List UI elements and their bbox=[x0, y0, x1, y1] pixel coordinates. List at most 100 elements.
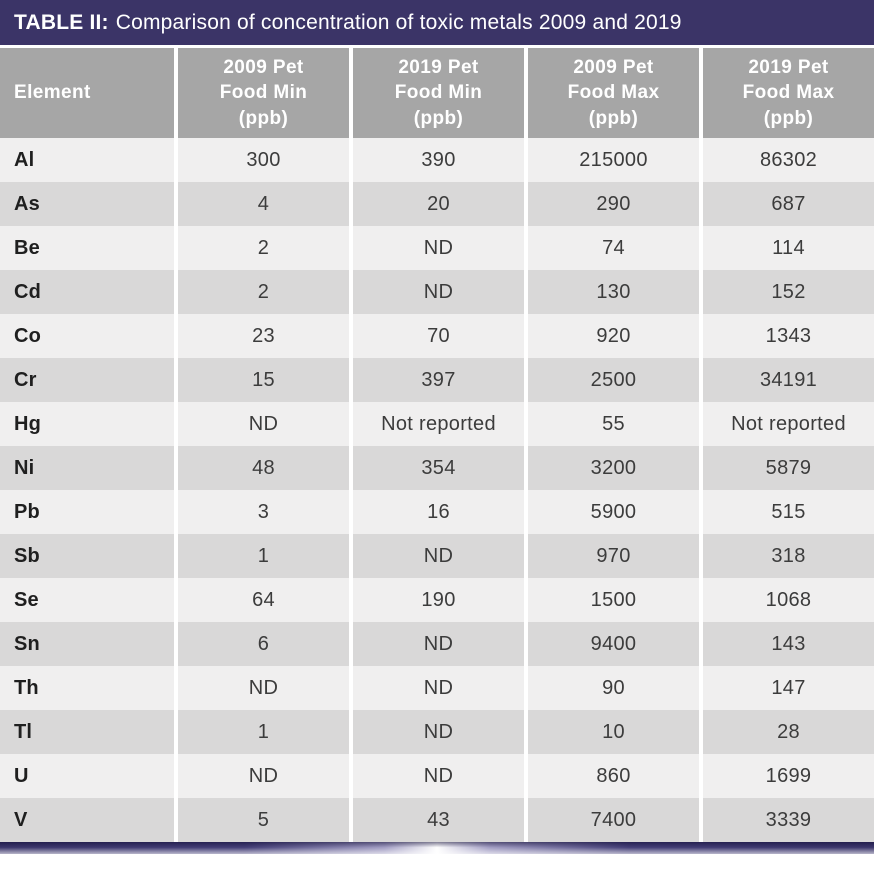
footer-gradient-bar bbox=[0, 842, 874, 854]
element-cell: V bbox=[0, 798, 174, 842]
element-cell: Ni bbox=[0, 446, 174, 490]
value-cell: 74 bbox=[524, 226, 699, 270]
element-cell: Cr bbox=[0, 358, 174, 402]
value-cell: ND bbox=[349, 226, 524, 270]
toxic-metals-table: Element 2009 Pet Food Min (ppb) 2019 Pet… bbox=[0, 48, 874, 842]
value-cell: 190 bbox=[349, 578, 524, 622]
value-cell: 1 bbox=[174, 710, 349, 754]
value-cell: 687 bbox=[699, 182, 874, 226]
value-cell: 64 bbox=[174, 578, 349, 622]
value-cell: 2500 bbox=[524, 358, 699, 402]
table-row: Sb 1 ND 970 318 bbox=[0, 534, 874, 578]
value-cell: 70 bbox=[349, 314, 524, 358]
table-title-bar: TABLE II: Comparison of concentration of… bbox=[0, 0, 874, 45]
value-cell: 3339 bbox=[699, 798, 874, 842]
table-title-text: Comparison of concentration of toxic met… bbox=[115, 10, 682, 34]
element-cell: Tl bbox=[0, 710, 174, 754]
value-cell: 20 bbox=[349, 182, 524, 226]
value-cell: 5879 bbox=[699, 446, 874, 490]
value-cell: 90 bbox=[524, 666, 699, 710]
element-cell: Be bbox=[0, 226, 174, 270]
table-row: Ni 48 354 3200 5879 bbox=[0, 446, 874, 490]
value-cell: 515 bbox=[699, 490, 874, 534]
value-cell: ND bbox=[349, 534, 524, 578]
value-cell: 4 bbox=[174, 182, 349, 226]
table-row: Pb 3 16 5900 515 bbox=[0, 490, 874, 534]
element-cell: Cd bbox=[0, 270, 174, 314]
table-header: Element 2009 Pet Food Min (ppb) 2019 Pet… bbox=[0, 48, 874, 138]
title-divider bbox=[0, 45, 874, 48]
header-2009-min: 2009 Pet Food Min (ppb) bbox=[174, 48, 349, 138]
table-row: V 5 43 7400 3339 bbox=[0, 798, 874, 842]
value-cell: 860 bbox=[524, 754, 699, 798]
table-row: Se 64 190 1500 1068 bbox=[0, 578, 874, 622]
value-cell: 16 bbox=[349, 490, 524, 534]
value-cell: ND bbox=[349, 622, 524, 666]
value-cell: 6 bbox=[174, 622, 349, 666]
value-cell: 114 bbox=[699, 226, 874, 270]
table-row: Th ND ND 90 147 bbox=[0, 666, 874, 710]
value-cell: 215000 bbox=[524, 138, 699, 182]
table-row: Be 2 ND 74 114 bbox=[0, 226, 874, 270]
value-cell: 7400 bbox=[524, 798, 699, 842]
value-cell: 5900 bbox=[524, 490, 699, 534]
table-row: As 4 20 290 687 bbox=[0, 182, 874, 226]
value-cell: 1343 bbox=[699, 314, 874, 358]
value-cell: 390 bbox=[349, 138, 524, 182]
value-cell: 147 bbox=[699, 666, 874, 710]
table-title-label: TABLE II: bbox=[14, 10, 109, 34]
table-row: U ND ND 860 1699 bbox=[0, 754, 874, 798]
value-cell: 130 bbox=[524, 270, 699, 314]
value-cell: 15 bbox=[174, 358, 349, 402]
table-row: Co 23 70 920 1343 bbox=[0, 314, 874, 358]
value-cell: 397 bbox=[349, 358, 524, 402]
value-cell: 5 bbox=[174, 798, 349, 842]
header-2019-min: 2019 Pet Food Min (ppb) bbox=[349, 48, 524, 138]
value-cell: 34191 bbox=[699, 358, 874, 402]
value-cell: 1068 bbox=[699, 578, 874, 622]
header-element: Element bbox=[0, 48, 174, 138]
table-row: Sn 6 ND 9400 143 bbox=[0, 622, 874, 666]
value-cell: 920 bbox=[524, 314, 699, 358]
value-cell: 3 bbox=[174, 490, 349, 534]
value-cell: Not reported bbox=[349, 402, 524, 446]
value-cell: ND bbox=[349, 270, 524, 314]
value-cell: 2 bbox=[174, 226, 349, 270]
value-cell: Not reported bbox=[699, 402, 874, 446]
value-cell: ND bbox=[174, 754, 349, 798]
value-cell: 970 bbox=[524, 534, 699, 578]
value-cell: 1500 bbox=[524, 578, 699, 622]
value-cell: 86302 bbox=[699, 138, 874, 182]
element-cell: Pb bbox=[0, 490, 174, 534]
value-cell: ND bbox=[174, 402, 349, 446]
header-2019-max: 2019 Pet Food Max (ppb) bbox=[699, 48, 874, 138]
table-row: Cr 15 397 2500 34191 bbox=[0, 358, 874, 402]
element-cell: Se bbox=[0, 578, 174, 622]
value-cell: 300 bbox=[174, 138, 349, 182]
element-cell: Th bbox=[0, 666, 174, 710]
value-cell: 23 bbox=[174, 314, 349, 358]
header-row: Element 2009 Pet Food Min (ppb) 2019 Pet… bbox=[0, 48, 874, 138]
value-cell: ND bbox=[349, 710, 524, 754]
element-cell: As bbox=[0, 182, 174, 226]
value-cell: 152 bbox=[699, 270, 874, 314]
element-cell: Hg bbox=[0, 402, 174, 446]
value-cell: 290 bbox=[524, 182, 699, 226]
value-cell: 1 bbox=[174, 534, 349, 578]
table-row: Cd 2 ND 130 152 bbox=[0, 270, 874, 314]
value-cell: ND bbox=[174, 666, 349, 710]
value-cell: 2 bbox=[174, 270, 349, 314]
value-cell: 55 bbox=[524, 402, 699, 446]
value-cell: 3200 bbox=[524, 446, 699, 490]
element-cell: Co bbox=[0, 314, 174, 358]
value-cell: ND bbox=[349, 666, 524, 710]
value-cell: 318 bbox=[699, 534, 874, 578]
value-cell: 354 bbox=[349, 446, 524, 490]
element-cell: U bbox=[0, 754, 174, 798]
element-cell: Al bbox=[0, 138, 174, 182]
element-cell: Sb bbox=[0, 534, 174, 578]
table-row: Hg ND Not reported 55 Not reported bbox=[0, 402, 874, 446]
value-cell: 1699 bbox=[699, 754, 874, 798]
table-row: Al 300 390 215000 86302 bbox=[0, 138, 874, 182]
